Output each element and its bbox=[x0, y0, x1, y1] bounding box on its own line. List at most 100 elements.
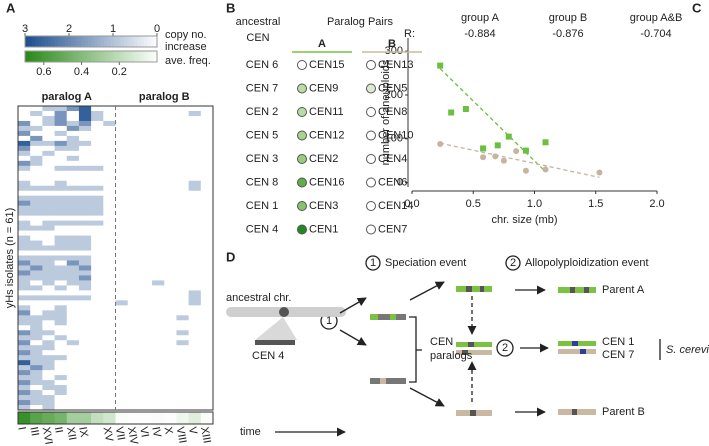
heatmap-cell bbox=[164, 205, 177, 211]
heatmap-cell bbox=[164, 170, 177, 177]
heatmap-cell bbox=[54, 385, 68, 391]
heatmap-cell bbox=[164, 145, 177, 152]
heatmap-cell bbox=[176, 160, 189, 167]
heatmap-cell bbox=[18, 310, 31, 316]
x-tick-label: 0.5 bbox=[466, 198, 481, 210]
heatmap-cell bbox=[188, 365, 202, 371]
colorbar-segment bbox=[120, 36, 125, 47]
heatmap-cell bbox=[164, 210, 177, 216]
heatmap-cell bbox=[103, 150, 116, 157]
heatmap-cell bbox=[66, 280, 80, 286]
paralog-a: CEN3 bbox=[309, 200, 338, 212]
heatmap-cell bbox=[115, 245, 128, 251]
colorbar-segment bbox=[127, 51, 132, 62]
heatmap-cell bbox=[164, 395, 177, 401]
trend-line bbox=[440, 142, 600, 178]
heatmap-cell bbox=[200, 200, 214, 206]
heatmap-cell bbox=[30, 165, 43, 172]
freq-dot bbox=[366, 177, 376, 188]
ancestral-cen: CEN 1 bbox=[246, 200, 278, 212]
heatmap-cell bbox=[115, 185, 128, 192]
heatmap-cell bbox=[164, 405, 177, 411]
heatmap-cell bbox=[78, 106, 92, 112]
heatmap-cell bbox=[18, 305, 31, 311]
heatmap-cell bbox=[42, 380, 55, 386]
heatmap-cell bbox=[54, 200, 68, 206]
heatmap-cell bbox=[54, 325, 68, 331]
heatmap-cell bbox=[91, 360, 104, 366]
heatmap-cell bbox=[200, 110, 214, 117]
heatmap-cell bbox=[54, 270, 68, 276]
heatmap-cell bbox=[18, 405, 31, 411]
heatmap-cell bbox=[152, 310, 165, 316]
heatmap-cell bbox=[30, 160, 43, 167]
heatmap-cell bbox=[127, 210, 141, 216]
heatmap-cell bbox=[18, 370, 31, 376]
heatmap-cell bbox=[103, 345, 116, 351]
heatmap-cell bbox=[176, 170, 189, 177]
heatmap-cell bbox=[78, 400, 92, 406]
heatmap-cell bbox=[42, 405, 55, 411]
colorbar-segment bbox=[87, 51, 92, 62]
trend-line bbox=[439, 68, 546, 173]
panel-label: B bbox=[226, 0, 235, 15]
heatmap-cell bbox=[115, 190, 128, 197]
heatmap-cell bbox=[42, 200, 55, 206]
heatmap-cell bbox=[103, 180, 116, 187]
heatmap-cell bbox=[30, 405, 43, 411]
heatmap-cell bbox=[188, 106, 202, 112]
heatmap-cell bbox=[18, 330, 31, 336]
heatmap-cell bbox=[66, 145, 80, 152]
heatmap-cell bbox=[91, 150, 104, 157]
heatmap-cell bbox=[164, 305, 177, 311]
heatmap-cell bbox=[103, 145, 116, 152]
colorbar-segment bbox=[28, 36, 33, 47]
heatmap-cell bbox=[176, 255, 189, 261]
heatmap-cell bbox=[42, 150, 55, 157]
heatmap-cell bbox=[164, 320, 177, 326]
heatmap-cell bbox=[66, 340, 80, 346]
heatmap-cell bbox=[152, 145, 165, 152]
heatmap-cell bbox=[200, 335, 214, 341]
heatmap-cell bbox=[54, 395, 68, 401]
heatmap-cell bbox=[127, 340, 141, 346]
heatmap-cell bbox=[164, 300, 177, 306]
heatmap-cell bbox=[18, 200, 31, 206]
heatmap-cell bbox=[188, 140, 202, 147]
colorbar-segment bbox=[133, 51, 138, 62]
heatmap-cell bbox=[30, 360, 43, 366]
heatmap-cell bbox=[30, 365, 43, 371]
heatmap-cell bbox=[91, 250, 104, 256]
heatmap-cell bbox=[54, 275, 68, 281]
heatmap-cell bbox=[164, 330, 177, 336]
heatmap-cell bbox=[66, 295, 80, 301]
heatmap-cell bbox=[42, 355, 55, 361]
heatmap-cell bbox=[78, 115, 92, 122]
heatmap-cell bbox=[42, 360, 55, 366]
heatmap-cell bbox=[139, 375, 153, 381]
heatmap-cell bbox=[115, 250, 128, 256]
freq-dot bbox=[297, 201, 307, 211]
heatmap-cell bbox=[18, 375, 31, 381]
heatmap-cell bbox=[91, 345, 104, 351]
heatmap-cell bbox=[139, 280, 153, 286]
heatmap-cell bbox=[127, 375, 141, 381]
heatmap-cell bbox=[42, 190, 55, 197]
heatmap-cell bbox=[78, 340, 92, 346]
heatmap-cell bbox=[103, 160, 116, 167]
heatmap-cell bbox=[54, 335, 68, 341]
heatmap-cell bbox=[139, 390, 153, 396]
heatmap-cell bbox=[54, 375, 68, 381]
heatmap-cell bbox=[164, 240, 177, 246]
heatmap-cell bbox=[54, 185, 68, 192]
heatmap-cell bbox=[91, 380, 104, 386]
heatmap-cell bbox=[127, 270, 141, 276]
heatmap-cell bbox=[66, 180, 80, 187]
heatmap-cell bbox=[176, 195, 189, 201]
point bbox=[522, 147, 529, 154]
heatmap-cell bbox=[103, 310, 116, 316]
heatmap-cell bbox=[127, 160, 141, 167]
heatmap-cell bbox=[164, 310, 177, 316]
heatmap-cell bbox=[66, 165, 80, 172]
heatmap-cell bbox=[103, 190, 116, 197]
